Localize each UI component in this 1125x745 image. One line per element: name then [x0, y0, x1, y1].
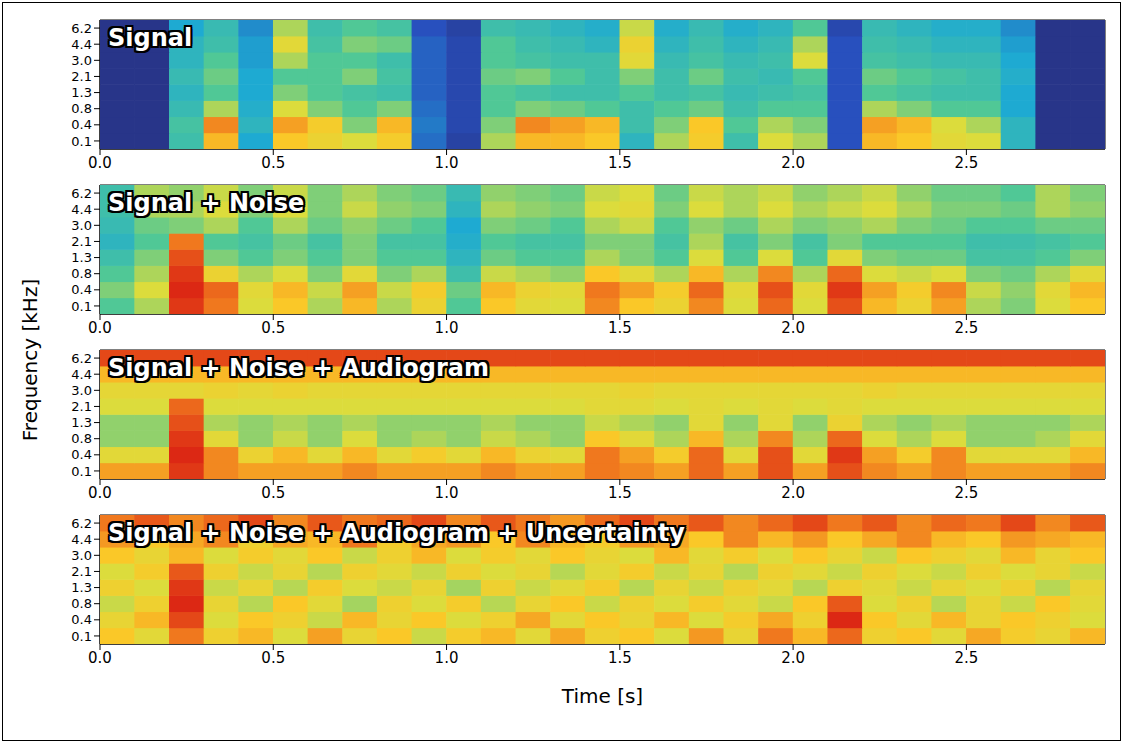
svg-text:1.5: 1.5: [608, 484, 632, 502]
svg-text:0.5: 0.5: [261, 649, 285, 667]
svg-text:0.4: 0.4: [71, 282, 92, 297]
svg-text:4.4: 4.4: [71, 532, 92, 547]
svg-text:0.5: 0.5: [261, 154, 285, 172]
svg-text:4.4: 4.4: [71, 37, 92, 52]
svg-text:0.5: 0.5: [261, 484, 285, 502]
svg-text:1.0: 1.0: [435, 319, 459, 337]
svg-text:Time [s]: Time [s]: [561, 684, 643, 707]
svg-text:2.1: 2.1: [71, 234, 92, 249]
svg-text:0.8: 0.8: [71, 431, 92, 446]
svg-text:2.1: 2.1: [71, 399, 92, 414]
svg-text:2.5: 2.5: [954, 649, 978, 667]
html-text:Signal + Noise + Audiogram: Signal + Noise + Audiogram: [108, 354, 489, 382]
html-text:Frequency [kHz]: Frequency [kHz]: [18, 278, 42, 442]
svg-text:2.5: 2.5: [954, 484, 978, 502]
svg-text:2.5: 2.5: [954, 154, 978, 172]
svg-text:0.8: 0.8: [71, 266, 92, 281]
svg-text:2.1: 2.1: [71, 69, 92, 84]
svg-text:2.0: 2.0: [781, 319, 805, 337]
svg-text:4.4: 4.4: [71, 202, 92, 217]
svg-text:1.5: 1.5: [608, 154, 632, 172]
svg-text:6.2: 6.2: [71, 516, 92, 531]
svg-text:4.4: 4.4: [71, 367, 92, 382]
svg-text:1.5: 1.5: [608, 649, 632, 667]
svg-text:0.8: 0.8: [71, 596, 92, 611]
svg-text:0.0: 0.0: [88, 484, 112, 502]
svg-text:2.0: 2.0: [781, 649, 805, 667]
svg-text:1.5: 1.5: [608, 319, 632, 337]
svg-text:3.0: 3.0: [71, 218, 92, 233]
html-text:Signal: Signal: [108, 24, 193, 52]
svg-text:1.0: 1.0: [435, 154, 459, 172]
html-text:Signal + Noise: Signal + Noise: [108, 189, 305, 217]
svg-text:0.1: 0.1: [71, 629, 92, 644]
svg-text:6.2: 6.2: [71, 21, 92, 36]
svg-text:0.1: 0.1: [71, 134, 92, 149]
svg-text:0.4: 0.4: [71, 117, 92, 132]
svg-text:3.0: 3.0: [71, 548, 92, 563]
svg-text:0.4: 0.4: [71, 612, 92, 627]
svg-text:2.0: 2.0: [781, 154, 805, 172]
svg-text:0.0: 0.0: [88, 154, 112, 172]
svg-text:1.3: 1.3: [71, 415, 92, 430]
svg-text:0.0: 0.0: [88, 319, 112, 337]
svg-text:1.3: 1.3: [71, 580, 92, 595]
html-text:Signal + Noise + Audiogram + U: Signal + Noise + Audiogram + Uncertainty: [108, 519, 685, 547]
svg-text:6.2: 6.2: [71, 186, 92, 201]
svg-text:2.1: 2.1: [71, 564, 92, 579]
svg-text:2.0: 2.0: [781, 484, 805, 502]
svg-text:3.0: 3.0: [71, 53, 92, 68]
svg-text:0.4: 0.4: [71, 447, 92, 462]
svg-text:2.5: 2.5: [954, 319, 978, 337]
svg-text:0.8: 0.8: [71, 101, 92, 116]
svg-text:0.1: 0.1: [71, 299, 92, 314]
svg-text:3.0: 3.0: [71, 383, 92, 398]
svg-text:0.5: 0.5: [261, 319, 285, 337]
svg-text:0.0: 0.0: [88, 649, 112, 667]
svg-text:1.3: 1.3: [71, 250, 92, 265]
svg-text:1.0: 1.0: [435, 649, 459, 667]
svg-text:1.3: 1.3: [71, 85, 92, 100]
svg-text:0.1: 0.1: [71, 464, 92, 479]
svg-text:1.0: 1.0: [435, 484, 459, 502]
svg-text:6.2: 6.2: [71, 351, 92, 366]
